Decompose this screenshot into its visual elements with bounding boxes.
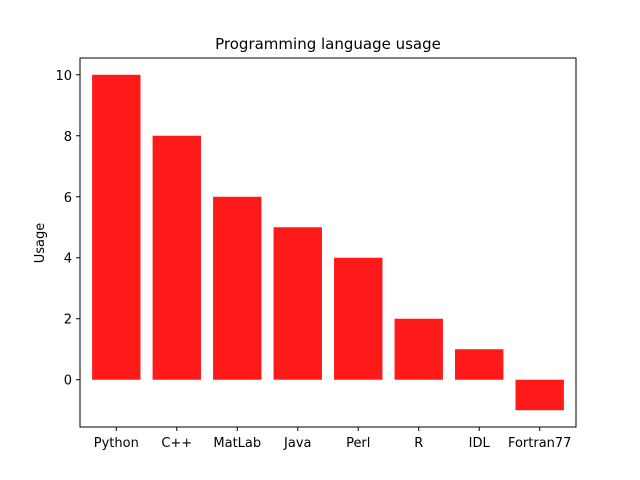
y-tick-label: 4 xyxy=(64,252,72,267)
y-tick-label: 8 xyxy=(64,130,72,145)
x-tick-label: R xyxy=(414,436,423,451)
y-tick-label: 0 xyxy=(64,374,72,389)
chart-title: Programming language usage xyxy=(215,35,441,53)
x-tick-label: C++ xyxy=(161,436,192,451)
y-axis-title: Usage xyxy=(33,223,48,264)
plot-frame xyxy=(79,57,577,428)
bar-c xyxy=(152,135,201,380)
bar-fortran77 xyxy=(515,379,564,411)
x-tick-label: MatLab xyxy=(213,436,261,451)
x-tick-label: Fortran77 xyxy=(508,436,572,451)
x-tick-label: Python xyxy=(94,436,139,451)
x-axis: Python C++ MatLab Java Perl R IDL Fortran77 xyxy=(94,427,572,451)
y-tick-label: 10 xyxy=(55,69,72,84)
bar-java xyxy=(273,227,322,380)
bar-matlab xyxy=(213,196,262,380)
bar-python xyxy=(92,74,141,380)
x-tick-label: Java xyxy=(283,436,311,451)
y-tick-label: 6 xyxy=(64,191,72,206)
bar-r xyxy=(394,318,443,380)
x-tick-label: IDL xyxy=(469,436,491,451)
bar-perl xyxy=(334,257,383,380)
y-tick-label: 2 xyxy=(64,313,72,328)
bars-layer xyxy=(92,74,564,411)
bar-idl xyxy=(455,349,504,380)
y-axis: 0 2 4 6 8 10 xyxy=(55,69,80,389)
x-tick-label: Perl xyxy=(346,436,370,451)
